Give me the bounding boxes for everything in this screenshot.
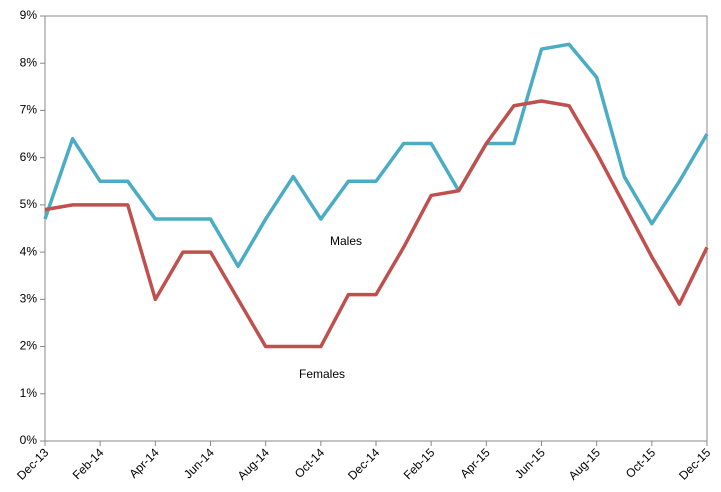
- series-label: Females: [299, 367, 345, 381]
- y-tick-label: 8%: [20, 55, 38, 69]
- series-line: [44, 99, 709, 349]
- series-line: [43, 42, 709, 269]
- x-tick-label: Oct-15: [623, 445, 659, 481]
- x-tick-label: Oct-14: [292, 445, 328, 481]
- plot-frame: [44, 15, 708, 442]
- x-tick-label: Aug-14: [235, 445, 272, 482]
- x-tick-label: Apr-14: [126, 445, 162, 481]
- y-tick-label: 3%: [20, 292, 38, 306]
- x-tick-label: Dec-14: [345, 445, 382, 482]
- y-tick-label: 0%: [20, 433, 38, 447]
- x-tick-label: Feb-15: [401, 445, 438, 482]
- y-tick-label: 5%: [20, 197, 38, 211]
- y-tick-label: 9%: [20, 8, 38, 22]
- x-tick-label: Dec-13: [14, 445, 51, 482]
- series-label: Males: [330, 234, 362, 248]
- x-tick-label: Aug-15: [566, 445, 603, 482]
- y-tick-label: 1%: [20, 386, 38, 400]
- y-tick-label: 2%: [20, 339, 38, 353]
- x-tick-label: Dec-15: [676, 445, 713, 482]
- x-tick-label: Apr-15: [457, 445, 493, 481]
- y-tick-label: 4%: [20, 244, 38, 258]
- x-tick-label: Jun-15: [512, 445, 548, 481]
- x-tick-label: Jun-14: [181, 445, 217, 481]
- x-tick-label: Feb-14: [70, 445, 107, 482]
- y-tick-label: 6%: [20, 150, 38, 164]
- y-tick-label: 7%: [20, 103, 38, 117]
